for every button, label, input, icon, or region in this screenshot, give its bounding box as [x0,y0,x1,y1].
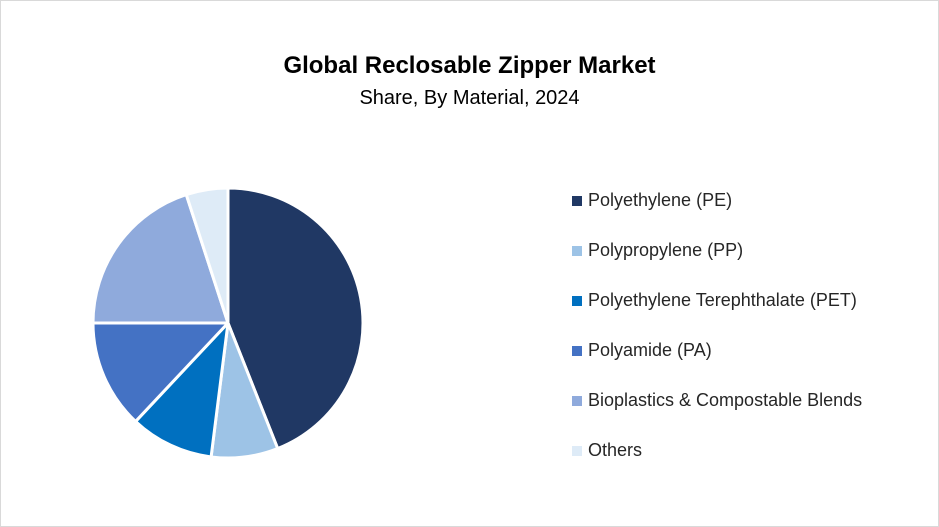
pie-slice-3 [91,321,230,423]
legend-swatch [572,345,582,356]
legend-item: Polyethylene Terephthalate (PET) [572,288,862,313]
chart-title: Global Reclosable Zipper Market [283,52,656,79]
legend-swatch [572,445,582,456]
legend-label: Polyamide (PA) [588,340,712,360]
legend-label: Others [588,440,643,460]
chart-legend: Polyethylene (PE) Polypropylene (PP) Polye… [572,188,862,488]
legend-item: Bioplastics & Compostable Blends [572,388,862,413]
legend-label: Polypropylene (PP) [588,240,744,260]
legend-label: Polyethylene (PE) [588,190,733,210]
legend-label: Polyethylene Terephthalate (PET) [588,290,857,310]
legend-swatch [572,295,582,306]
legend-item: Polyamide (PA) [572,338,862,363]
legend-item: Others [572,438,862,463]
pie-slice-2 [134,321,230,459]
pie-slice-4 [91,193,230,325]
pie-slice-0 [226,186,365,451]
legend-item: Polyethylene (PE) [572,188,862,213]
legend-item: Polypropylene (PP) [572,238,862,263]
legend-swatch [572,245,582,256]
pie-slice-5 [184,186,230,325]
legend-label: Bioplastics & Compostable Blends [588,390,863,410]
chart-subtitle: Share, By Material, 2024 [359,87,580,109]
legend-swatch [572,395,582,406]
legend-swatch [572,195,582,206]
